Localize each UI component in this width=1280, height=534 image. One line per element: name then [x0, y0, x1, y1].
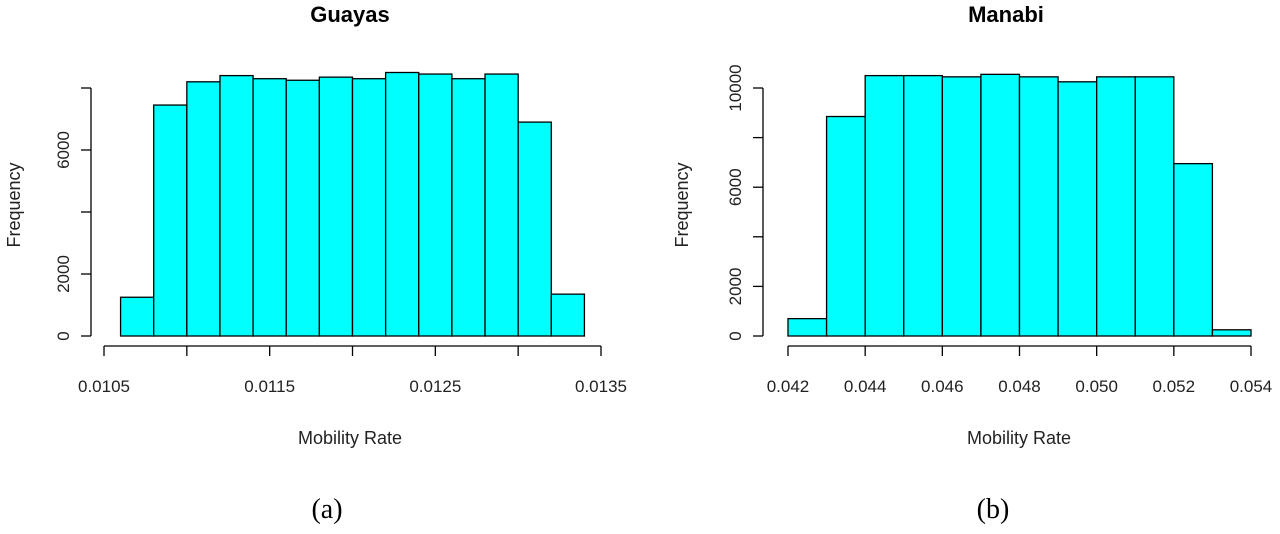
y-tick-label: 2000: [54, 255, 73, 293]
x-axis-label: Mobility Rate: [967, 428, 1071, 448]
histogram-bar: [787, 317, 828, 337]
y-tick-label: 2000: [726, 267, 745, 305]
y-tick-label: 6000: [726, 168, 745, 206]
x-tick-label: 0.0115: [244, 377, 295, 396]
histogram-bar: [219, 74, 254, 337]
histogram-bar: [252, 78, 287, 337]
histogram-bar: [980, 73, 1021, 337]
histogram-bar: [1211, 329, 1252, 337]
chart-title: Guayas: [310, 2, 390, 27]
x-tick-label: 0.048: [998, 377, 1041, 396]
y-tick-label: 6000: [54, 131, 73, 169]
x-tick-label: 0.046: [921, 377, 964, 396]
x-tick-label: 0.0135: [575, 377, 627, 396]
histogram-bar: [384, 71, 420, 337]
histogram-bar: [1096, 76, 1136, 337]
histogram-bar: [451, 78, 486, 337]
x-axis-label: Mobility Rate: [298, 428, 402, 448]
x-tick-label: 0.042: [767, 377, 810, 396]
x-tick-label: 0.0125: [409, 377, 461, 396]
x-tick-label: 0.052: [1153, 377, 1196, 396]
histogram-bar: [1173, 162, 1214, 337]
x-tick-label: 0.050: [1075, 377, 1118, 396]
histogram-bar: [351, 78, 387, 337]
histogram-bar: [119, 296, 155, 337]
y-axis-label: Frequency: [4, 162, 24, 247]
histogram-bar: [1018, 76, 1059, 337]
x-tick-label: 0.044: [844, 377, 887, 396]
histogram-bar: [1057, 81, 1098, 337]
caption-b: (b): [976, 494, 1010, 525]
y-axis-label: Frequency: [672, 162, 692, 247]
histogram-panel-manabi: Manabi 0.042 0.044 0.046 0.048 0.050 0.052 0.05…: [672, 2, 1272, 448]
histogram-bar: [318, 76, 354, 337]
chart-title: Manabi: [968, 2, 1044, 27]
y-tick-label: 10000: [726, 64, 745, 111]
histogram-bar: [186, 81, 221, 337]
x-tick-label: 0.054: [1230, 377, 1273, 396]
histogram-bar: [153, 104, 188, 337]
y-tick-label: 0: [726, 331, 745, 340]
histogram-bar: [903, 74, 943, 337]
histogram-panel-guayas: Guayas 0.0105 0.0115 0.0125 0.0135 0 2000 6000 M…: [4, 2, 627, 448]
caption-a: (a): [311, 494, 343, 525]
histogram-bar: [285, 79, 321, 337]
histogram-bar: [484, 73, 519, 337]
histogram-bar: [825, 115, 866, 337]
histogram-bar: [941, 76, 982, 337]
histogram-bar: [418, 73, 453, 337]
histogram-bar: [1134, 76, 1175, 337]
histogram-bar: [864, 74, 905, 337]
x-tick-label: 0.0105: [78, 377, 130, 396]
histogram-bar: [550, 293, 586, 337]
y-tick-label: 0: [54, 331, 73, 340]
histogram-bar: [517, 121, 552, 337]
